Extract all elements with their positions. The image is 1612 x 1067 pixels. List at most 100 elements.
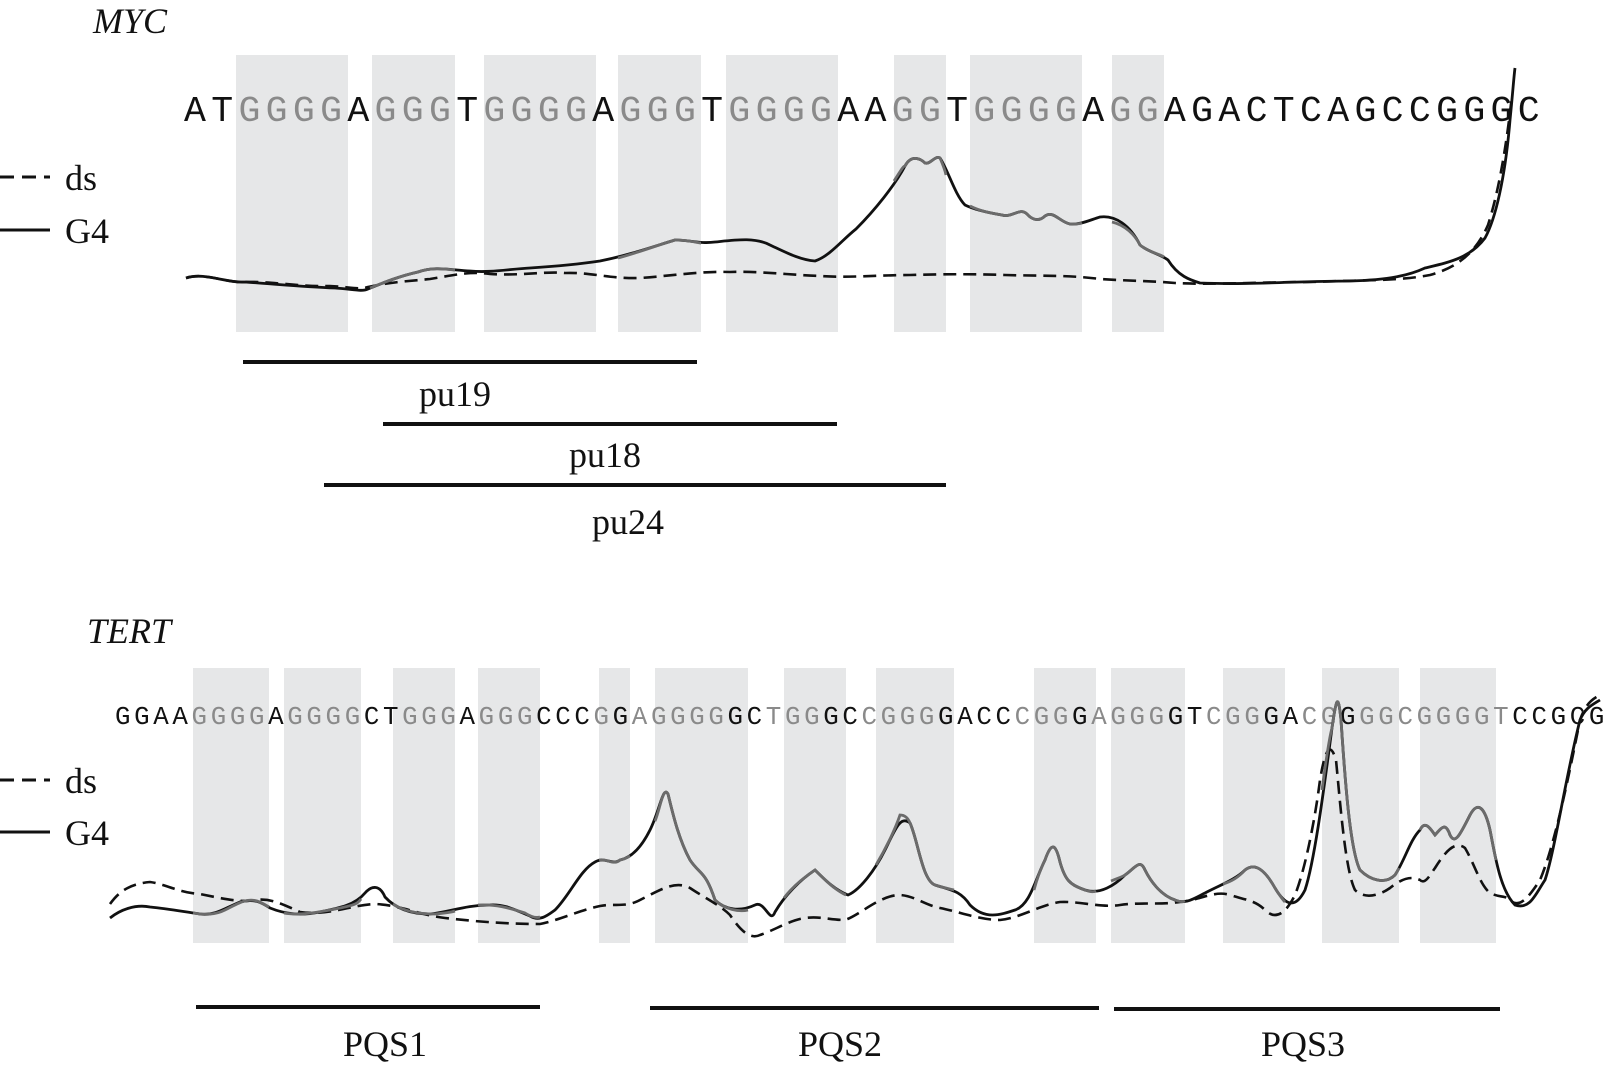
tert-nucleotide: G xyxy=(651,703,666,732)
myc-shaded-regions xyxy=(236,55,1164,332)
tert-nucleotide: G xyxy=(728,703,743,732)
myc-nucleotide: C xyxy=(1246,91,1268,132)
myc-g4-trace-highlight-3 xyxy=(892,156,948,182)
tert-shade-3 xyxy=(393,668,455,943)
myc-shade-3 xyxy=(484,55,596,332)
tert-nucleotide: C xyxy=(1206,703,1221,732)
tert-shade-1 xyxy=(193,668,269,943)
myc-nucleotide: T xyxy=(211,91,233,132)
myc-nucleotide: T xyxy=(456,91,478,132)
tert-nucleotide: T xyxy=(383,703,398,732)
tert-nucleotide: G xyxy=(1149,703,1164,732)
myc-nucleotide: G xyxy=(511,91,533,132)
myc-shade-8 xyxy=(1112,55,1164,332)
myc-shade-7 xyxy=(970,55,1082,332)
myc-shade-5 xyxy=(726,55,838,332)
tert-shade-13 xyxy=(1420,668,1496,943)
tert-g4-trace-highlight-8 xyxy=(874,813,955,892)
tert-nucleotide: G xyxy=(1168,703,1183,732)
myc-nucleotide: T xyxy=(946,91,968,132)
tert-g4-trace-highlight-3 xyxy=(392,902,456,916)
tert-nucleotide: G xyxy=(900,703,915,732)
tert-g4-trace-highlight-7 xyxy=(782,868,847,899)
tert-nucleotide: C xyxy=(1570,703,1585,732)
tert-g4-trace-highlight-10 xyxy=(1110,863,1186,904)
tert-shade-9 xyxy=(1034,668,1096,943)
tert-g4-trace-highlight-6 xyxy=(653,790,749,913)
tert-nucleotide: C xyxy=(862,703,877,732)
myc-nucleotide: G xyxy=(1191,91,1213,132)
tert-nucleotide: T xyxy=(1493,703,1508,732)
tert-nucleotide: G xyxy=(1378,703,1393,732)
tert-g4-trace-highlight-2 xyxy=(283,898,363,916)
tert-shade-2 xyxy=(284,668,361,943)
myc-nucleotide: G xyxy=(647,91,669,132)
tert-nucleotide: G xyxy=(1436,703,1451,732)
tert-nucleotide: C xyxy=(1302,703,1317,732)
tert-nucleotide: G xyxy=(613,703,628,732)
myc-nucleotide: G xyxy=(892,91,914,132)
myc-nucleotide: C xyxy=(1409,91,1431,132)
tert-g4-trace-highlight-12 xyxy=(1320,700,1401,882)
tert-legend-ds-label: ds xyxy=(65,761,97,801)
myc-nucleotide: G xyxy=(1436,91,1458,132)
tert-nucleotide: G xyxy=(1034,703,1049,732)
tert-shade-11 xyxy=(1223,668,1285,943)
myc-nucleotide: G xyxy=(538,91,560,132)
tert-g4-trace-highlight-5 xyxy=(598,854,631,864)
tert-fragment-label-pqs3: PQS3 xyxy=(1261,1024,1345,1064)
tert-g4-trace-highlight-4 xyxy=(477,903,541,919)
myc-nucleotide: A xyxy=(837,91,859,132)
myc-nucleotide: G xyxy=(266,91,288,132)
myc-nucleotide: T xyxy=(1273,91,1295,132)
tert-shade-5 xyxy=(599,668,630,943)
tert-nucleotide: G xyxy=(249,703,264,732)
myc-nucleotide: G xyxy=(783,91,805,132)
myc-nucleotide: A xyxy=(865,91,887,132)
tert-nucleotide: G xyxy=(1474,703,1489,732)
tert-traces xyxy=(108,693,1601,938)
myc-shade-2 xyxy=(372,55,455,332)
tert-nucleotide: G xyxy=(1551,703,1566,732)
myc-traces xyxy=(185,67,1517,292)
tert-nucleotide: G xyxy=(1244,703,1259,732)
myc-nucleotide: G xyxy=(483,91,505,132)
tert-nucleotide: G xyxy=(1129,703,1144,732)
tert-nucleotide: G xyxy=(919,703,934,732)
myc-fragment-label-pu24: pu24 xyxy=(592,502,664,542)
myc-nucleotide: G xyxy=(1028,91,1050,132)
myc-g4-trace-highlight-2 xyxy=(617,238,702,260)
tert-fragments: PQS1 PQS2 PQS3 xyxy=(196,1005,1500,1064)
tert-fragment-label-pqs2: PQS2 xyxy=(798,1024,882,1064)
tert-ds-trace xyxy=(108,693,1601,938)
myc-nucleotide: G xyxy=(320,91,342,132)
myc-nucleotide: G xyxy=(429,91,451,132)
myc-fragments: pu19 pu18 pu24 xyxy=(243,360,946,542)
tert-nucleotide: C xyxy=(842,703,857,732)
tert-nucleotide: C xyxy=(574,703,589,732)
tert-nucleotide: T xyxy=(766,703,781,732)
tert-nucleotide: G xyxy=(306,703,321,732)
tert-nucleotide: G xyxy=(708,703,723,732)
myc-g4-trace-highlight xyxy=(369,267,456,290)
tert-nucleotide: A xyxy=(1283,703,1299,732)
tert-nucleotide: G xyxy=(689,703,704,732)
myc-fragment-label-pu19: pu19 xyxy=(419,374,491,414)
tert-panel-title: TERT xyxy=(87,611,174,651)
tert-nucleotide: A xyxy=(957,703,973,732)
myc-nucleotide: G xyxy=(973,91,995,132)
tert-nucleotide: C xyxy=(976,703,991,732)
myc-nucleotide: C xyxy=(1518,91,1540,132)
tert-nucleotide: G xyxy=(823,703,838,732)
tert-nucleotide: C xyxy=(995,703,1010,732)
tert-nucleotide: C xyxy=(1397,703,1412,732)
myc-nucleotide: A xyxy=(1218,91,1240,132)
myc-legend-g4-label: G4 xyxy=(65,211,109,251)
tert-nucleotide: C xyxy=(1512,703,1527,732)
tert-nucleotide: G xyxy=(881,703,896,732)
myc-panel-title: MYC xyxy=(92,1,168,41)
